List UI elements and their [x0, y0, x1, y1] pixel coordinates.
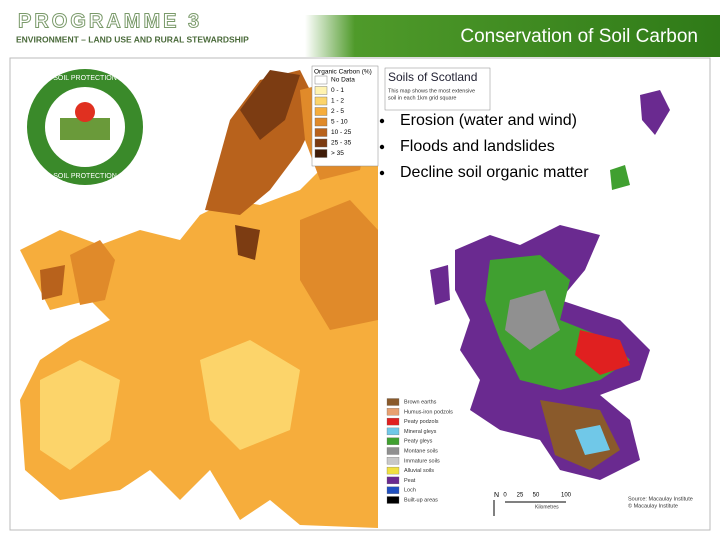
- legend-label: Mineral gleys: [404, 429, 437, 435]
- scotland-legend: Brown earths Humus-iron podzols Peaty podz…: [386, 398, 453, 504]
- bullet-dot: [379, 144, 385, 150]
- legend-label: 5 - 10: [331, 119, 348, 126]
- europe-legend-title: Organic Carbon (%): [314, 69, 372, 76]
- legend-label: 2 - 5: [331, 108, 344, 115]
- legend-swatch: [314, 138, 328, 148]
- legend-swatch: [386, 476, 400, 485]
- source-text: © Macaulay Institute: [628, 502, 678, 509]
- north-arrow-label: N: [494, 492, 499, 499]
- legend-swatch: [386, 447, 400, 455]
- legend-swatch: [314, 107, 328, 116]
- legend-swatch: [386, 417, 400, 426]
- bullet-text: Decline soil organic matter: [400, 164, 589, 181]
- legend-swatch: [386, 486, 400, 494]
- legend-swatch: [314, 149, 328, 158]
- legend-label: 0 - 1: [331, 87, 344, 94]
- scotland-note: This map shows the most extensive: [388, 88, 475, 94]
- legend-label: No Data: [331, 77, 355, 84]
- legend-label: Brown earths: [404, 399, 437, 405]
- legend-label: 10 - 25: [331, 129, 352, 136]
- legend-swatch: [314, 75, 328, 85]
- source-text: Source: Macaulay Institute: [628, 496, 693, 502]
- scale-label: 0: [503, 493, 507, 499]
- legend-label: 25 - 35: [331, 140, 352, 147]
- bullet-dot: [379, 118, 385, 124]
- legend-label: > 35: [331, 150, 344, 157]
- header-subtitle: ENVIRONMENT – LAND USE AND RURAL STEWARD…: [16, 34, 249, 44]
- scotland-title-box: [384, 67, 491, 111]
- legend-swatch: [314, 86, 328, 95]
- scale-label: 50: [533, 493, 540, 499]
- title-bar: [305, 15, 720, 57]
- scotland-note: soil in each 1km grid square: [388, 95, 456, 101]
- scale-label: 100: [561, 493, 572, 499]
- bullet-dot: [379, 170, 385, 176]
- scale-bar: 0 25 50 100: [503, 493, 572, 503]
- programme-logo: PROGRAMME 3: [18, 10, 202, 32]
- bullet-text: Erosion (water and wind): [400, 112, 577, 129]
- legend-swatch: [314, 128, 328, 137]
- logo-top-text: SOIL PROTECTION: [53, 75, 117, 82]
- logo-bottom-text: SOIL PROTECTION: [53, 173, 117, 180]
- legend-label: Loch: [404, 488, 416, 494]
- scale-unit: Kilometres: [535, 504, 559, 510]
- legend-label: Peaty podzols: [404, 419, 439, 425]
- scotland-map: [430, 90, 670, 480]
- bullet-text: Floods and landslides: [400, 138, 555, 155]
- legend-swatch: [386, 457, 400, 465]
- europe-legend: No Data 0 - 1 1 - 2 2 - 5 5 - 10 10 - 25 25 - …: [314, 75, 355, 158]
- slide-title: Conservation of Soil Carbon: [460, 26, 698, 47]
- legend-swatch: [386, 496, 400, 504]
- legend-swatch: [314, 96, 328, 106]
- legend-swatch: [386, 398, 400, 406]
- scale-label: 25: [517, 493, 524, 499]
- legend-label: Alluvial soils: [404, 468, 434, 474]
- legend-swatch: [314, 117, 328, 127]
- legend-label: Immature soils: [404, 458, 440, 464]
- legend-label: Peaty gleys: [404, 439, 433, 445]
- legend-swatch: [386, 427, 400, 436]
- legend-label: Montane soils: [404, 448, 438, 454]
- legend-swatch: [386, 408, 400, 416]
- legend-swatch: [386, 466, 400, 475]
- legend-label: Built-up areas: [404, 497, 438, 503]
- legend-label: Peat: [404, 478, 416, 484]
- legend-label: Humus-iron podzols: [404, 409, 453, 415]
- scotland-title: Soils of Scotland: [388, 70, 477, 84]
- legend-swatch: [386, 437, 400, 445]
- bullet-list: Erosion (water and wind) Floods and lands…: [379, 112, 589, 181]
- legend-label: 1 - 2: [331, 98, 344, 105]
- soil-logo: SOIL PROTECTION SOIL PROTECTION: [27, 69, 143, 185]
